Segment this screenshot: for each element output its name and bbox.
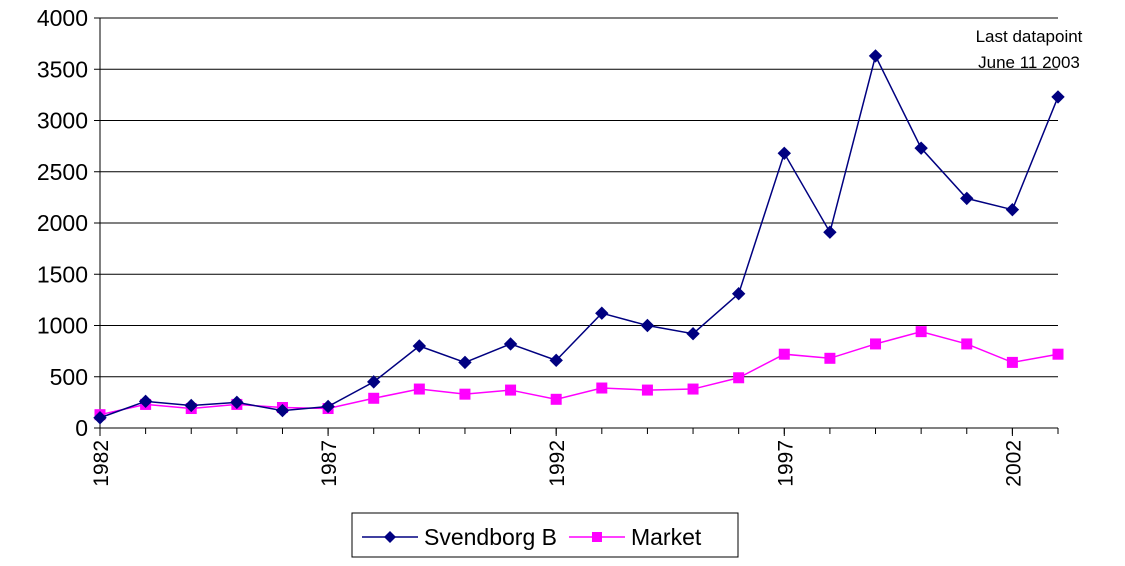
point-marker xyxy=(868,49,883,63)
y-tick-label: 500 xyxy=(50,364,88,390)
x-tick-label: 1982 xyxy=(90,440,113,487)
point-marker xyxy=(641,384,653,396)
point-marker xyxy=(505,384,517,396)
point-marker xyxy=(367,375,381,389)
point-marker xyxy=(915,326,927,338)
series-line xyxy=(99,330,1059,416)
legend-label: Market xyxy=(631,524,702,550)
point-marker xyxy=(824,352,836,364)
point-marker xyxy=(275,403,290,418)
legend-marker xyxy=(384,531,396,543)
legend-marker xyxy=(591,532,602,542)
y-tick-label: 0 xyxy=(75,415,88,441)
y-tick-label: 1500 xyxy=(37,261,88,287)
point-marker xyxy=(549,353,563,368)
legend-label: Svendborg B xyxy=(424,524,557,550)
point-marker xyxy=(640,318,655,333)
annotation: June 11 2003 xyxy=(978,53,1080,72)
legend-box xyxy=(351,512,739,558)
y-tick-label: 2500 xyxy=(37,159,88,185)
point-marker xyxy=(93,411,107,425)
point-marker xyxy=(184,398,198,413)
y-tick-label: 3500 xyxy=(37,56,88,82)
point-marker xyxy=(550,393,562,405)
point-marker xyxy=(731,287,746,301)
point-marker xyxy=(1052,348,1064,360)
x-tick-label: 1987 xyxy=(318,440,341,487)
point-marker xyxy=(961,338,973,350)
point-marker xyxy=(595,306,609,320)
point-marker xyxy=(870,338,882,350)
x-tick-label: 1997 xyxy=(774,440,797,487)
point-marker xyxy=(960,191,974,206)
y-tick-label: 2000 xyxy=(37,210,88,236)
point-marker xyxy=(458,355,472,370)
point-marker xyxy=(778,348,790,360)
point-marker xyxy=(733,372,745,384)
point-marker xyxy=(596,382,608,394)
point-marker xyxy=(777,146,791,161)
point-marker xyxy=(1005,202,1020,217)
series-line xyxy=(99,53,1059,419)
point-marker xyxy=(413,383,425,395)
point-marker xyxy=(412,339,427,353)
point-marker xyxy=(138,394,153,409)
point-marker xyxy=(686,326,700,341)
point-marker xyxy=(687,383,699,395)
y-tick-label: 3000 xyxy=(37,108,88,134)
point-marker xyxy=(459,388,471,400)
x-tick-label: 1992 xyxy=(546,440,569,487)
y-tick-label: 4000 xyxy=(37,5,88,31)
annotation: Last datapoint xyxy=(976,27,1083,46)
x-tick-label: 2002 xyxy=(1002,440,1025,487)
point-marker xyxy=(503,337,518,351)
point-marker xyxy=(1051,90,1065,104)
point-marker xyxy=(368,392,380,404)
legend: Svendborg B Market xyxy=(351,512,739,558)
point-marker xyxy=(823,225,837,239)
point-marker xyxy=(230,395,244,410)
point-marker xyxy=(1006,356,1018,368)
y-tick-label: 1000 xyxy=(37,313,88,339)
point-marker xyxy=(321,399,335,414)
point-marker xyxy=(914,141,928,155)
